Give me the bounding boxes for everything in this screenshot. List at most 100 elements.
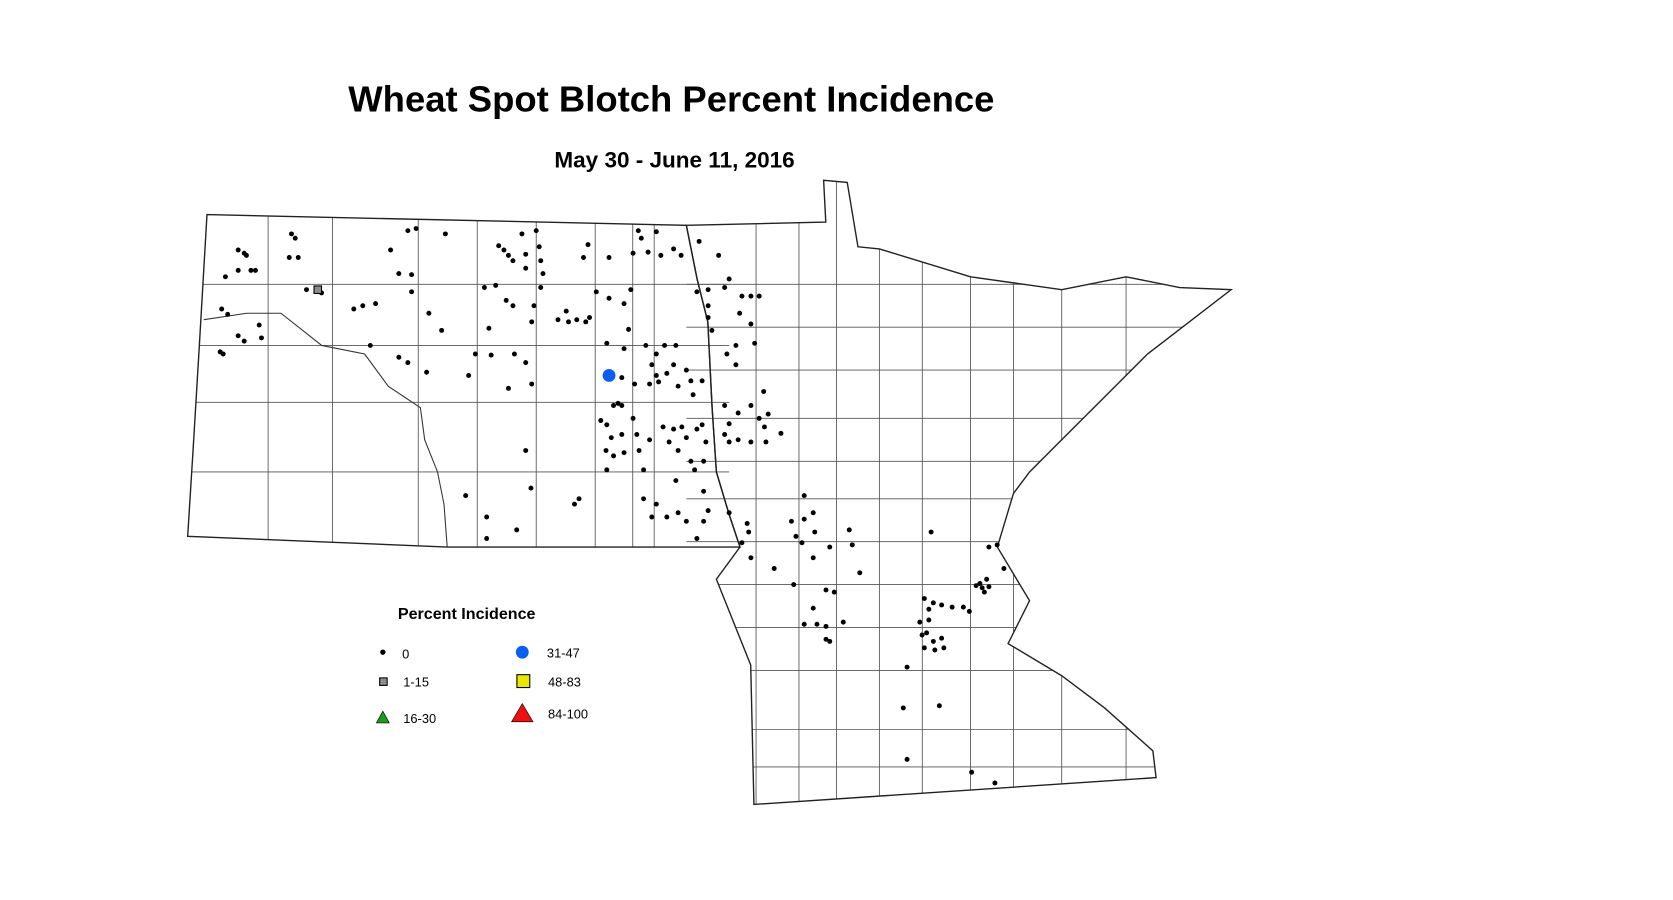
- county-boundaries: [187, 180, 1232, 805]
- observation-point-0: [424, 369, 430, 375]
- legend-symbol-84-100: [510, 702, 534, 723]
- observation-point-0: [641, 467, 647, 473]
- observation-point-0: [611, 453, 617, 459]
- observation-point-0: [563, 308, 569, 314]
- observation-point-0: [716, 252, 722, 258]
- observation-point-0: [484, 514, 490, 520]
- observation-point-0: [533, 228, 539, 234]
- observation-point-0: [510, 303, 516, 309]
- observation-points: [217, 226, 1007, 786]
- observation-point-0: [675, 510, 681, 516]
- observation-point-0: [823, 587, 829, 593]
- legend-label-48-83: 48-83: [548, 674, 581, 689]
- observation-point-0: [748, 321, 754, 327]
- observation-point-0: [810, 555, 816, 561]
- observation-point-0: [396, 271, 402, 277]
- observation-point-0: [699, 378, 705, 384]
- observation-point-0: [505, 252, 511, 258]
- observation-point-0: [791, 582, 797, 588]
- observation-point-0: [921, 645, 927, 651]
- observation-point-0: [696, 238, 702, 244]
- observation-point-0: [735, 437, 741, 443]
- observation-point-0: [581, 255, 586, 260]
- minnesota-outline: [685, 179, 1234, 806]
- observation-point-0: [645, 249, 651, 255]
- observation-point-0: [649, 362, 655, 368]
- observation-point-0: [761, 424, 767, 430]
- observation-point-0: [634, 431, 640, 437]
- observation-point-0: [351, 306, 357, 312]
- observation-point-0: [705, 315, 711, 321]
- observation-point-0: [726, 439, 732, 445]
- observation-point-0: [679, 424, 685, 430]
- observation-point-0: [555, 317, 561, 323]
- observation-point-0: [827, 638, 833, 644]
- map-title: Wheat Spot Blotch Percent Incidence: [348, 79, 994, 120]
- observation-point-0: [726, 421, 732, 427]
- observation-point-0: [653, 351, 659, 357]
- observation-point-0: [986, 584, 992, 590]
- observation-point-0: [636, 448, 642, 454]
- observation-point-0: [604, 340, 610, 346]
- observation-point-0: [608, 435, 614, 441]
- observation-point-0: [814, 621, 820, 627]
- observation-point-0: [701, 458, 707, 464]
- observation-point-0: [248, 267, 254, 273]
- observation-point-0: [671, 426, 677, 432]
- observation-point-0: [928, 529, 934, 535]
- legend-symbol-48-83: [516, 674, 531, 689]
- observation-point-0: [675, 448, 681, 454]
- observation-point-0: [744, 520, 750, 526]
- observation-point-0: [604, 422, 610, 428]
- observation-point-0: [904, 756, 910, 762]
- observation-point-0: [662, 342, 668, 348]
- observation-point-31-47: [602, 369, 616, 382]
- observation-point-0: [756, 415, 762, 421]
- observation-point-0: [413, 226, 419, 232]
- observation-point-0: [647, 437, 653, 443]
- observation-point-0: [574, 317, 580, 323]
- observation-point-0: [994, 542, 1000, 548]
- observation-point-0: [831, 589, 837, 595]
- observation-point-0: [763, 439, 769, 445]
- observation-point-0: [801, 516, 807, 522]
- observation-point-0: [653, 501, 659, 507]
- observation-point-0: [703, 439, 709, 445]
- observation-point-0: [977, 581, 983, 586]
- observation-point-0: [739, 540, 745, 546]
- observation-point-0: [523, 265, 529, 271]
- observation-point-0: [630, 250, 636, 256]
- missouri-river: [203, 312, 448, 548]
- observation-point-0: [812, 529, 818, 535]
- observation-point-0: [694, 536, 700, 541]
- observation-point-0: [1001, 566, 1007, 571]
- observation-point-0: [638, 235, 644, 241]
- observation-point-0: [656, 379, 662, 385]
- observation-point-0: [705, 287, 711, 293]
- observation-point-0: [496, 243, 502, 249]
- observation-point-0: [653, 229, 659, 235]
- observation-point-0: [367, 342, 373, 348]
- observation-point-0: [501, 247, 507, 253]
- observation-point-0: [722, 285, 728, 290]
- observation-point-0: [678, 252, 684, 258]
- observation-point-0: [941, 645, 947, 651]
- observation-point-0: [409, 289, 415, 295]
- observation-point-0: [514, 527, 520, 533]
- observation-point-0: [295, 255, 301, 260]
- observation-point-0: [583, 319, 589, 325]
- observation-point-0: [793, 533, 799, 539]
- observation-point-0: [746, 529, 752, 535]
- observation-point-0: [243, 252, 249, 258]
- observation-point-0: [360, 303, 366, 309]
- legend-label-16-30: 16-30: [403, 711, 436, 726]
- observation-point-0: [857, 570, 863, 576]
- observation-point-0: [756, 293, 762, 299]
- observation-point-0: [481, 285, 487, 290]
- observation-point-0: [692, 467, 698, 473]
- observation-point-0: [726, 510, 732, 516]
- observation-point-0: [699, 422, 705, 428]
- observation-point-0: [519, 231, 525, 237]
- observation-point-0: [778, 430, 784, 436]
